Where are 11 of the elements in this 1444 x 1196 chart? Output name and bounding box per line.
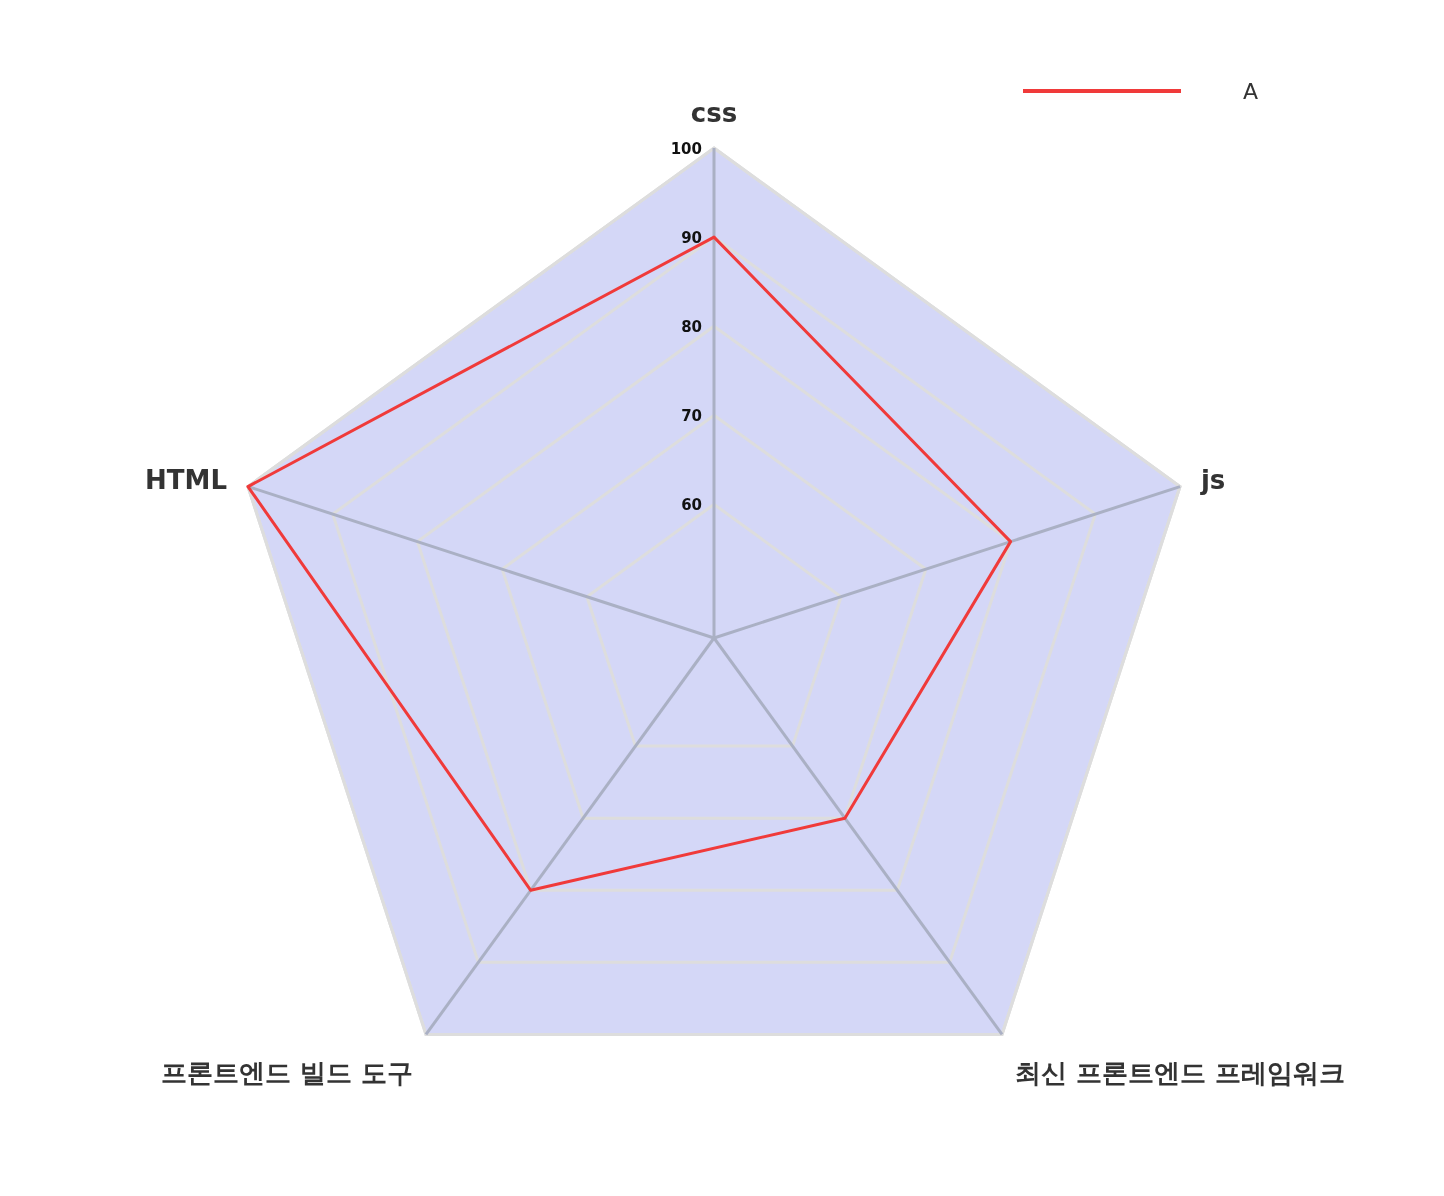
spoke-label: js [1199,464,1226,495]
y-tick-label: 60 [681,496,702,515]
spoke-label: 최신 프론트엔드 프레임워크 [1014,1058,1346,1089]
spoke-label: 프론트엔드 빌드 도구 [160,1058,414,1089]
y-tick-label: 90 [681,229,702,248]
text: A [1243,79,1259,104]
y-tick-label: 70 [681,407,702,426]
spoke-label: css [690,98,738,128]
spoke-label: HTML [145,464,228,495]
y-tick-label: 80 [681,318,702,337]
y-tick-label: 100 [670,140,702,158]
